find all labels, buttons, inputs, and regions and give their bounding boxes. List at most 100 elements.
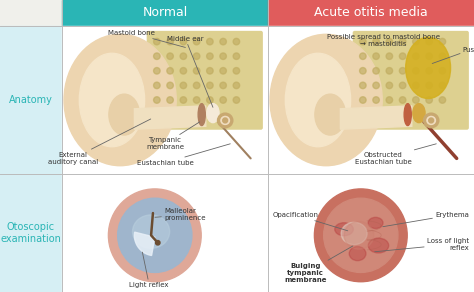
Polygon shape — [135, 106, 206, 129]
Circle shape — [233, 67, 240, 74]
Circle shape — [426, 67, 432, 74]
Circle shape — [220, 38, 227, 45]
Text: Bulging
tympanic
membrane: Bulging tympanic membrane — [284, 246, 353, 283]
Circle shape — [412, 82, 419, 89]
Ellipse shape — [198, 104, 205, 126]
Circle shape — [386, 67, 392, 74]
Bar — [268, 174, 474, 292]
Circle shape — [386, 82, 392, 89]
Text: Tympanic
membrane: Tympanic membrane — [146, 122, 200, 150]
Text: External
auditory canal: External auditory canal — [48, 119, 151, 165]
Ellipse shape — [109, 94, 139, 135]
Circle shape — [207, 97, 213, 103]
Circle shape — [426, 38, 432, 45]
Circle shape — [207, 53, 213, 60]
Ellipse shape — [413, 104, 425, 123]
Ellipse shape — [133, 215, 170, 248]
Circle shape — [109, 189, 201, 282]
Circle shape — [167, 38, 173, 45]
Circle shape — [412, 38, 419, 45]
Ellipse shape — [424, 113, 439, 128]
Circle shape — [193, 67, 200, 74]
Text: Erythema: Erythema — [383, 212, 469, 227]
Circle shape — [426, 82, 432, 89]
Text: Malleolar
prominence: Malleolar prominence — [155, 208, 206, 221]
Bar — [268, 26, 474, 174]
Circle shape — [220, 67, 227, 74]
Circle shape — [386, 97, 392, 103]
Ellipse shape — [427, 117, 436, 124]
Text: Anatomy: Anatomy — [9, 95, 53, 105]
Circle shape — [154, 82, 160, 89]
Circle shape — [180, 82, 187, 89]
Ellipse shape — [79, 53, 145, 147]
Circle shape — [412, 97, 419, 103]
Circle shape — [360, 67, 366, 74]
Text: Pus: Pus — [432, 47, 474, 63]
Circle shape — [400, 82, 406, 89]
Circle shape — [360, 97, 366, 103]
Ellipse shape — [404, 104, 411, 126]
Circle shape — [314, 189, 407, 282]
Circle shape — [373, 97, 379, 103]
Ellipse shape — [315, 94, 346, 135]
Circle shape — [167, 82, 173, 89]
Circle shape — [439, 38, 446, 45]
Circle shape — [360, 82, 366, 89]
Bar — [0, 26, 62, 174]
Ellipse shape — [349, 246, 366, 261]
Circle shape — [386, 38, 392, 45]
Circle shape — [220, 53, 227, 60]
Bar — [62, 26, 268, 174]
Text: Otoscopic
examination: Otoscopic examination — [0, 222, 62, 244]
Circle shape — [180, 97, 187, 103]
Text: Opacification: Opacification — [273, 212, 348, 231]
Circle shape — [233, 82, 240, 89]
Circle shape — [193, 53, 200, 60]
Circle shape — [400, 53, 406, 60]
Circle shape — [155, 241, 160, 245]
Text: Possible spread to mastoid bone
→ mastoiditis: Possible spread to mastoid bone → mastoi… — [327, 34, 440, 47]
Bar — [62, 0, 268, 26]
Circle shape — [324, 198, 398, 272]
Polygon shape — [340, 106, 412, 129]
Circle shape — [193, 82, 200, 89]
Circle shape — [207, 82, 213, 89]
Ellipse shape — [335, 223, 353, 236]
Circle shape — [439, 67, 446, 74]
Circle shape — [167, 97, 173, 103]
Circle shape — [373, 53, 379, 60]
Circle shape — [360, 38, 366, 45]
Circle shape — [154, 67, 160, 74]
Circle shape — [154, 53, 160, 60]
Circle shape — [439, 53, 446, 60]
Circle shape — [360, 53, 366, 60]
Circle shape — [386, 53, 392, 60]
Ellipse shape — [221, 117, 229, 124]
Circle shape — [400, 38, 406, 45]
Circle shape — [118, 198, 192, 272]
Circle shape — [193, 38, 200, 45]
Circle shape — [412, 67, 419, 74]
Circle shape — [207, 38, 213, 45]
Circle shape — [180, 67, 187, 74]
Bar — [0, 174, 62, 292]
Ellipse shape — [368, 217, 383, 228]
Circle shape — [154, 97, 160, 103]
Text: Mastoid bone: Mastoid bone — [108, 30, 185, 47]
Text: Loss of light
reflex: Loss of light reflex — [375, 238, 469, 252]
Circle shape — [400, 67, 406, 74]
Text: Light reflex: Light reflex — [129, 252, 169, 288]
Ellipse shape — [285, 53, 351, 147]
Circle shape — [439, 97, 446, 103]
Circle shape — [439, 82, 446, 89]
Polygon shape — [135, 232, 155, 256]
Circle shape — [223, 118, 228, 123]
Circle shape — [400, 97, 406, 103]
FancyBboxPatch shape — [353, 31, 469, 130]
Ellipse shape — [368, 238, 389, 253]
Ellipse shape — [218, 113, 233, 128]
FancyBboxPatch shape — [146, 31, 263, 130]
Circle shape — [373, 82, 379, 89]
Circle shape — [233, 97, 240, 103]
